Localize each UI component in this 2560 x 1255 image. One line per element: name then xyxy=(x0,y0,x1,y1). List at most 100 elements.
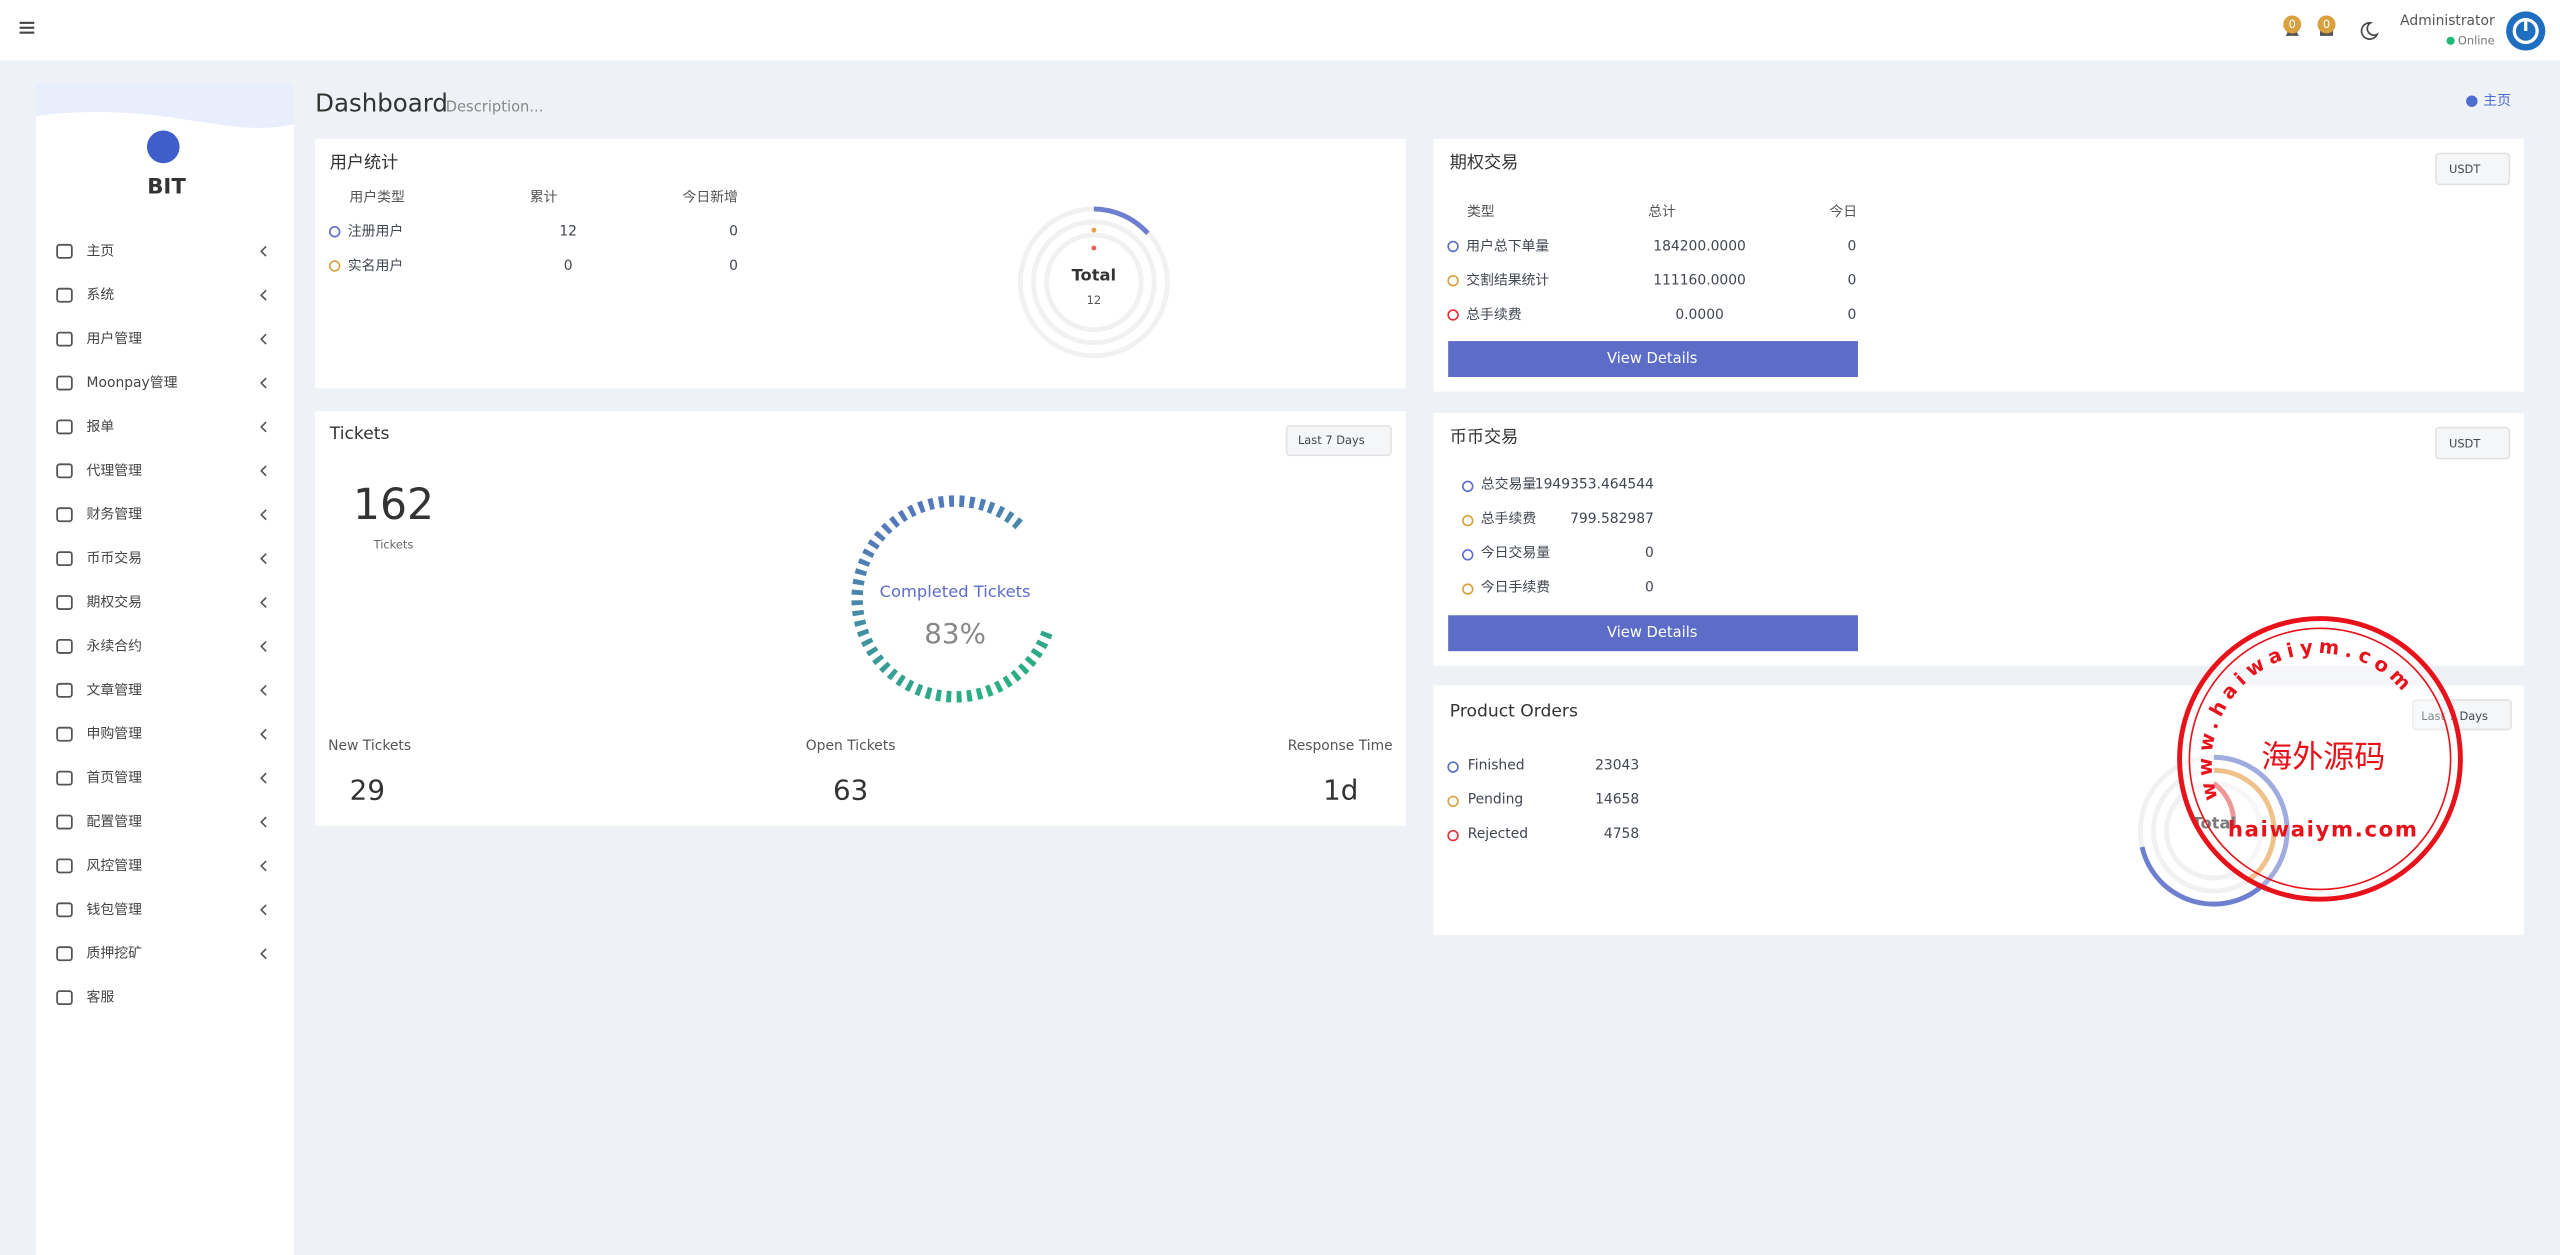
view-details-button[interactable] xyxy=(1448,341,1858,377)
menu-toggle[interactable] xyxy=(19,21,35,34)
menu-item[interactable]: Moonpay管理 xyxy=(56,375,267,391)
currency-select[interactable] xyxy=(2435,426,2511,460)
user-name: Administrator xyxy=(2400,13,2495,29)
menu-label: 币币交易 xyxy=(87,550,142,567)
range-select[interactable] xyxy=(1285,425,1392,457)
cell: 0 xyxy=(1645,580,1654,596)
avatar[interactable] xyxy=(2506,11,2546,51)
menu-icon xyxy=(56,375,73,391)
ticket-total: 162 xyxy=(353,481,434,530)
row-marker xyxy=(1447,795,1459,808)
menu-label: Moonpay管理 xyxy=(87,375,178,391)
row-marker xyxy=(1462,549,1474,561)
menu-chevron xyxy=(260,640,267,652)
menu-chevron xyxy=(260,421,267,433)
cell: 总交易量 xyxy=(1481,476,1537,493)
donut xyxy=(2137,754,2290,907)
card-title: 用户统计 xyxy=(330,153,399,173)
stat-value: 63 xyxy=(833,774,868,807)
row-marker xyxy=(1447,829,1459,842)
menu-item[interactable]: 配置管理 xyxy=(56,814,267,830)
cell: 注册用户 xyxy=(348,223,403,240)
donut-label: Total xyxy=(2192,814,2237,833)
menu-item[interactable]: 客服 xyxy=(56,989,114,1006)
breadcrumb[interactable]: 主页 xyxy=(2483,93,2511,109)
menu-label: 系统 xyxy=(87,287,115,303)
row-marker xyxy=(1447,274,1459,287)
menu-icon xyxy=(56,507,73,523)
menu-chevron xyxy=(260,465,267,477)
messages[interactable]: 0 xyxy=(2317,15,2336,36)
menu-chevron xyxy=(260,684,267,696)
menu-chevron xyxy=(260,509,267,521)
cell: 0 xyxy=(1645,545,1654,561)
ticket-stats: New Tickets 29 Open Tickets 63 Response Time… xyxy=(328,738,1392,807)
button-text: View Details xyxy=(1607,350,1697,367)
select-text: USDT xyxy=(2449,436,2480,450)
menu-icon xyxy=(56,814,73,830)
view-details-button[interactable] xyxy=(1448,615,1858,652)
menu-item[interactable]: 风控管理 xyxy=(56,858,267,874)
menu-item[interactable]: 钱包管理 xyxy=(56,902,267,918)
card-title: 币币交易 xyxy=(1450,427,1519,447)
menu-label: 申购管理 xyxy=(87,726,143,742)
menu-item[interactable]: 期权交易 xyxy=(56,594,267,611)
cell: 184200.0000 xyxy=(1653,238,1746,254)
donut-label: Total xyxy=(1072,265,1117,284)
menu-item[interactable]: 质押挖矿 xyxy=(56,946,267,962)
row-marker xyxy=(328,226,341,238)
stat-value: 1d xyxy=(1323,774,1358,807)
menu-label: 首页管理 xyxy=(87,770,143,786)
gauge-value: 83% xyxy=(924,617,986,650)
card xyxy=(1433,685,2525,936)
menu-icon xyxy=(56,946,73,962)
menu-chevron xyxy=(260,904,267,916)
menu-icon xyxy=(56,770,73,786)
menu-label: 钱包管理 xyxy=(87,902,143,918)
cell: Rejected xyxy=(1468,826,1528,842)
cell: 用户总下单量 xyxy=(1466,237,1549,254)
cell: 799.582987 xyxy=(1570,511,1654,527)
menu-item[interactable]: 用户管理 xyxy=(56,330,267,347)
menu-item[interactable]: 系统 xyxy=(56,287,267,303)
currency-select[interactable] xyxy=(2435,152,2511,186)
stat-value: 29 xyxy=(350,774,385,807)
range-select[interactable] xyxy=(2412,699,2512,731)
menu-item[interactable]: 首页管理 xyxy=(56,770,267,786)
column-header: 今日 xyxy=(1829,204,1857,220)
row-marker xyxy=(1462,583,1474,595)
menu-icon xyxy=(56,243,73,259)
cell: 111160.0000 xyxy=(1653,273,1746,289)
cell: 今日交易量 xyxy=(1481,544,1550,561)
cell: 0 xyxy=(1847,238,1856,254)
gauge xyxy=(851,495,1059,703)
menu-item[interactable]: 报单 xyxy=(56,419,267,435)
menu-chevron xyxy=(260,816,267,828)
breadcrumb-icon xyxy=(2466,95,2478,107)
cell: 4758 xyxy=(1604,826,1639,842)
notifications[interactable]: 0 xyxy=(2283,15,2302,36)
menu-icon xyxy=(56,990,73,1006)
menu-chevron xyxy=(260,860,267,872)
menu-item[interactable]: 币币交易 xyxy=(56,550,267,567)
menu-item[interactable]: 财务管理 xyxy=(56,507,267,523)
menu-item[interactable]: 文章管理 xyxy=(56,681,267,698)
menu-item[interactable]: 代理管理 xyxy=(56,463,267,479)
donut-value: 12 xyxy=(1087,293,1102,307)
menu-icon xyxy=(56,858,73,874)
cell: 实名用户 xyxy=(348,257,403,274)
menu-chevron xyxy=(260,377,267,389)
menu-item[interactable]: 主页 xyxy=(56,243,267,259)
theme-toggle[interactable] xyxy=(2360,22,2379,40)
menu-chevron xyxy=(260,245,267,257)
menu-item[interactable]: 申购管理 xyxy=(56,726,267,742)
menu-item[interactable]: 永续合约 xyxy=(56,638,267,654)
cell: 总手续费 xyxy=(1481,511,1537,527)
card xyxy=(315,138,1406,389)
menu-label: 期权交易 xyxy=(87,594,142,611)
